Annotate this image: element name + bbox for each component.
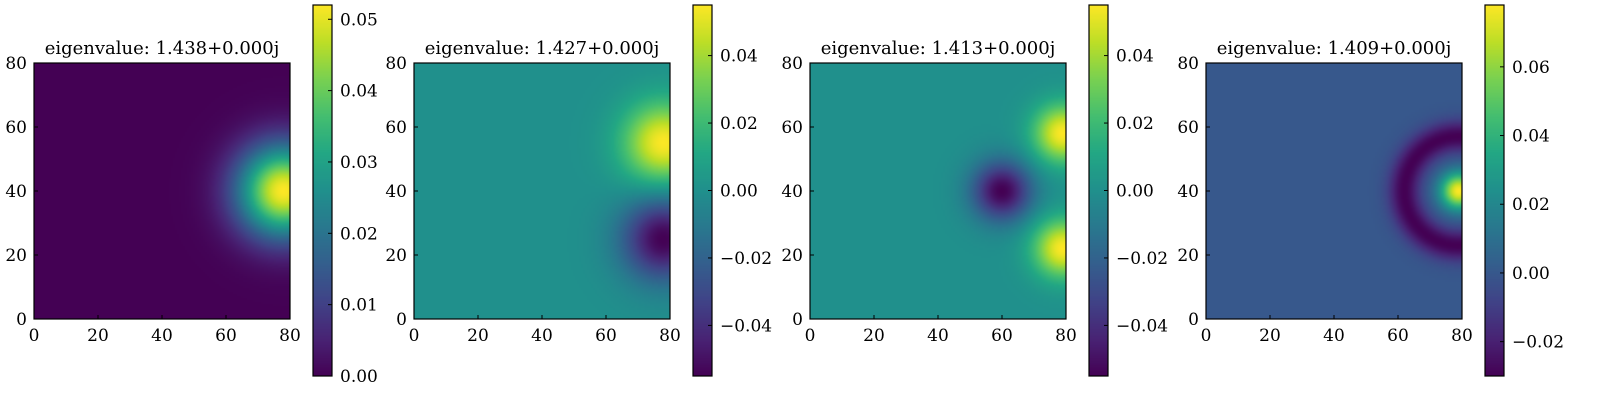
y-tick-label: 40	[781, 182, 803, 202]
colorbar-tick-label: 0.00	[1512, 264, 1550, 284]
colorbar-gradient	[313, 5, 332, 376]
colorbar-frame	[312, 4, 333, 377]
heatmap-panel-1: eigenvalue: 1.438+0.000j 0 20 40 60 80 0 20 40 60…	[5, 4, 378, 387]
heatmap-image	[810, 63, 1066, 319]
x-tick-label: 40	[1323, 326, 1345, 346]
y-tick-label: 40	[1177, 182, 1199, 202]
panel-title: eigenvalue: 1.413+0.000j	[821, 38, 1056, 59]
y-tick-label: 20	[1177, 246, 1199, 266]
panel-title: eigenvalue: 1.427+0.000j	[425, 38, 660, 59]
colorbar-frame	[1484, 4, 1505, 377]
heatmap-panel-3: eigenvalue: 1.413+0.000j 0 20 40 60 80 0 20 40 60…	[781, 4, 1168, 377]
x-tick-label: 40	[151, 326, 173, 346]
x-tick-label: 0	[409, 326, 420, 346]
x-tick-label: 20	[87, 326, 109, 346]
x-tick-label: 80	[659, 326, 681, 346]
colorbar-tick-label: −0.02	[720, 249, 772, 269]
x-tick-label: 60	[595, 326, 617, 346]
colorbar-tick-label: 0.00	[720, 182, 758, 202]
colorbar-tick-label: 0.04	[1512, 127, 1550, 147]
colorbar-tick-label: 0.01	[340, 296, 378, 316]
colorbar-tick-label: −0.04	[720, 316, 772, 336]
heatmap-image	[1206, 63, 1462, 319]
colorbar-tick-label: 0.02	[720, 114, 758, 134]
heatmap-panel-2: eigenvalue: 1.427+0.000j 0 20 40 60 80 0 20 40 60…	[385, 4, 772, 377]
colorbar-tick-label: −0.02	[1512, 333, 1564, 353]
y-tick-label: 40	[385, 182, 407, 202]
x-tick-label: 20	[1259, 326, 1281, 346]
colorbar-tick-label: 0.02	[1512, 195, 1550, 215]
x-tick-label: 20	[863, 326, 885, 346]
x-tick-label: 80	[279, 326, 301, 346]
panel-title: eigenvalue: 1.409+0.000j	[1217, 38, 1452, 59]
x-tick-label: 40	[927, 326, 949, 346]
y-tick-label: 20	[385, 246, 407, 266]
y-tick-label: 80	[5, 54, 27, 74]
colorbar-tick-label: 0.00	[1116, 182, 1154, 202]
colorbar-tick-label: 0.00	[340, 367, 378, 387]
y-tick-label: 60	[385, 118, 407, 138]
colorbar-tick-label: 0.06	[1512, 58, 1550, 78]
colorbar-gradient	[1485, 5, 1504, 376]
heatmap-image	[414, 63, 670, 319]
x-tick-label: 60	[215, 326, 237, 346]
y-tick-label: 80	[781, 54, 803, 74]
x-tick-label: 0	[805, 326, 816, 346]
y-tick-label: 40	[5, 182, 27, 202]
colorbar-tick-label: 0.04	[720, 47, 758, 67]
y-tick-label: 0	[1188, 310, 1199, 330]
colorbar-tick-label: 0.04	[1116, 47, 1154, 67]
colorbar-tick-label: 0.02	[340, 224, 378, 244]
y-tick-label: 60	[1177, 118, 1199, 138]
x-tick-label: 40	[531, 326, 553, 346]
panel-title: eigenvalue: 1.438+0.000j	[45, 38, 280, 59]
colorbar-tick-label: −0.02	[1116, 249, 1168, 269]
x-tick-label: 60	[991, 326, 1013, 346]
x-tick-label: 80	[1055, 326, 1077, 346]
heatmap-panel-4: eigenvalue: 1.409+0.000j 0 20 40 60 80 0 20 40 60…	[1177, 4, 1564, 377]
x-tick-label: 0	[1201, 326, 1212, 346]
colorbar-tick-label: 0.04	[340, 82, 378, 102]
colorbar-tick-label: 0.03	[340, 153, 378, 173]
x-tick-label: 80	[1451, 326, 1473, 346]
colorbar-tick-label: 0.02	[1116, 114, 1154, 134]
y-tick-label: 20	[5, 246, 27, 266]
y-tick-label: 60	[5, 118, 27, 138]
x-tick-label: 0	[29, 326, 40, 346]
colorbar-gradient	[693, 5, 712, 376]
y-tick-label: 60	[781, 118, 803, 138]
x-tick-label: 60	[1387, 326, 1409, 346]
colorbar-gradient	[1089, 5, 1108, 376]
colorbar-tick-label: −0.04	[1116, 316, 1168, 336]
y-tick-label: 0	[396, 310, 407, 330]
x-tick-label: 20	[467, 326, 489, 346]
y-tick-label: 20	[781, 246, 803, 266]
heatmap-image	[34, 63, 290, 319]
y-tick-label: 80	[1177, 54, 1199, 74]
y-tick-label: 80	[385, 54, 407, 74]
colorbar-tick-label: 0.05	[340, 10, 378, 30]
y-tick-label: 0	[792, 310, 803, 330]
y-tick-label: 0	[16, 310, 27, 330]
